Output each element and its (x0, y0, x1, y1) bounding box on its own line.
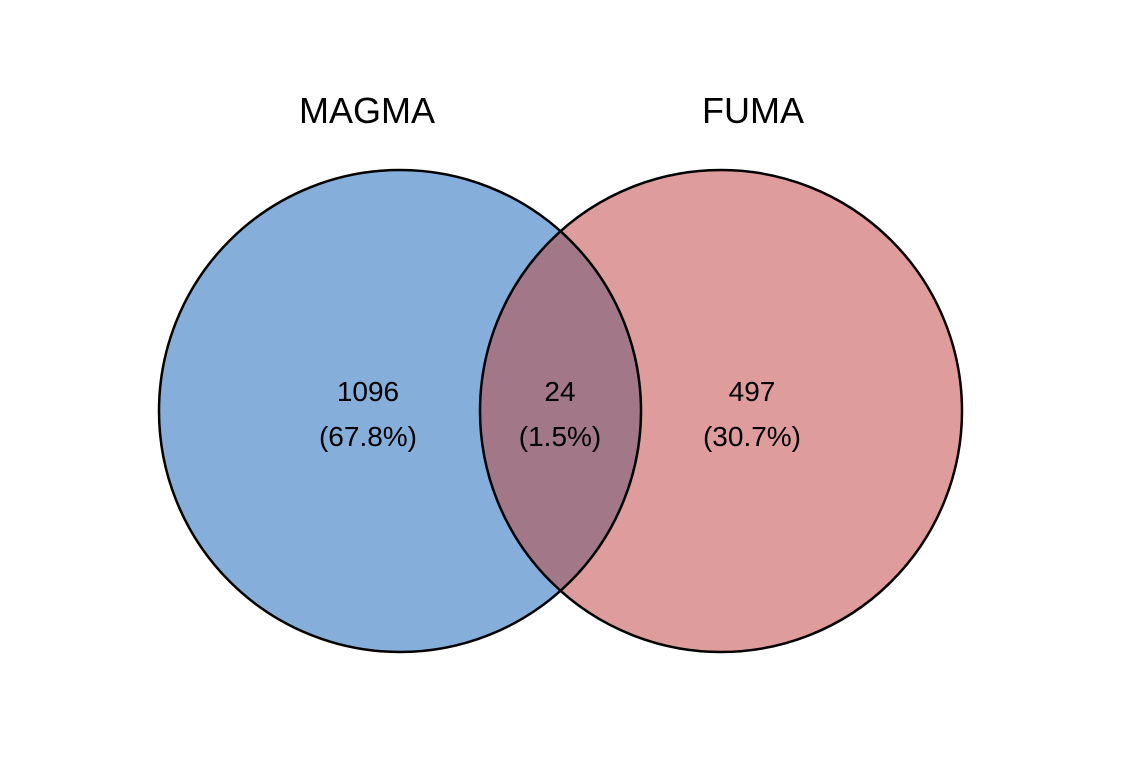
magma-only-count: 1096 (337, 376, 399, 407)
magma-label: MAGMA (299, 90, 435, 131)
magma-outline (157, 168, 643, 654)
magma-only-percent: (67.8%) (319, 421, 417, 452)
fuma-label: FUMA (702, 90, 804, 131)
fuma-only-percent: (30.7%) (703, 421, 801, 452)
intersection-region (480, 170, 641, 652)
fuma-only-count: 497 (729, 376, 776, 407)
intersection-percent: (1.5%) (519, 421, 601, 452)
fuma-outline (478, 168, 964, 654)
intersection-count: 24 (544, 376, 575, 407)
